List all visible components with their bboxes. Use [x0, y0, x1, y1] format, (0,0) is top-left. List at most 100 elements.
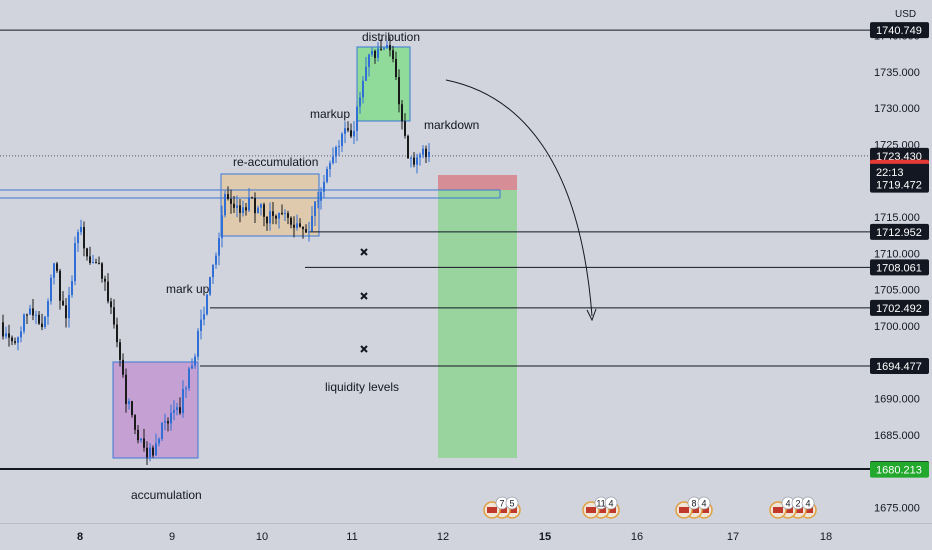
annotation-distribution: distribution: [362, 30, 420, 44]
candle-down: [239, 205, 241, 213]
candle-up: [74, 243, 76, 282]
candle-down: [98, 262, 100, 264]
candle-up: [422, 148, 424, 155]
x-tick-label: 16: [631, 531, 643, 543]
candle-up: [359, 97, 361, 107]
price-level-badge: [870, 299, 929, 316]
candle-up: [317, 200, 319, 202]
candle-up: [197, 330, 199, 357]
price-level-label: 1702.492: [876, 303, 922, 315]
annotation-markdown: markdown: [424, 118, 479, 132]
candle-down: [230, 198, 232, 204]
candle-up: [356, 106, 358, 131]
candle-down: [395, 58, 397, 78]
price-level-badge: [870, 22, 929, 39]
candle-up: [206, 294, 208, 315]
candle-down: [107, 281, 109, 302]
event-count-badge: [505, 496, 519, 510]
candle-up: [248, 197, 250, 211]
x-tick-label: 15: [539, 531, 551, 543]
candle-down: [272, 211, 274, 216]
candle-up: [308, 231, 310, 233]
candle-up: [53, 263, 55, 278]
candle-up: [161, 422, 163, 439]
candle-down: [62, 300, 64, 306]
candle-up: [410, 157, 412, 159]
candle-up: [209, 277, 211, 295]
price-level-badge: [870, 176, 929, 193]
candle-down: [32, 308, 34, 316]
candle-down: [347, 128, 349, 131]
candle-down: [425, 148, 427, 158]
candle-up: [326, 169, 328, 182]
candle-up: [149, 447, 151, 458]
event-count-label: 11: [596, 499, 605, 509]
candle-up: [20, 331, 22, 338]
candle-up: [323, 181, 325, 192]
candle-down: [281, 212, 283, 215]
candle-up: [44, 316, 46, 328]
candle-down: [263, 204, 265, 217]
annotation-markup-2: mark up: [166, 282, 210, 296]
flag-stripe-icon: [679, 507, 689, 513]
x-tick-label: 8: [77, 531, 83, 543]
candle-down: [122, 359, 124, 375]
candle-down: [41, 323, 43, 328]
candle-down: [104, 278, 106, 282]
candle-down: [266, 216, 268, 224]
event-count-label: 4: [608, 499, 613, 509]
candle-down: [245, 207, 247, 211]
candle-up: [368, 54, 370, 67]
y-tick-label: 1730.000: [874, 103, 920, 115]
candle-down: [380, 48, 382, 50]
candle-up: [260, 204, 262, 208]
candle-up: [68, 295, 70, 319]
candle-down: [398, 77, 400, 105]
candle-up: [341, 133, 343, 147]
candle-up: [353, 130, 355, 137]
candle-up: [242, 207, 244, 213]
price-level-label: 1708.061: [876, 262, 922, 274]
candle-up: [218, 238, 220, 256]
x-tick-label: 10: [256, 531, 268, 543]
candle-up: [158, 438, 160, 444]
candle-down: [56, 263, 58, 271]
candle-up: [182, 389, 184, 414]
candle-down: [299, 223, 301, 227]
event-count-badge: [801, 496, 815, 510]
event-count-label: 2: [795, 499, 800, 509]
event-count-label: 7: [499, 499, 504, 509]
x-tick-label: 9: [169, 531, 175, 543]
y-tick-label: 1690.000: [874, 394, 920, 406]
flag-stripe-icon: [689, 507, 699, 513]
candle-down: [401, 104, 403, 122]
candle-down: [392, 50, 394, 59]
candle-up: [320, 191, 322, 201]
candle-down: [59, 270, 61, 301]
candle-up: [155, 443, 157, 456]
liquidity-cross-marker: [360, 292, 368, 300]
y-tick-label: 1705.000: [874, 285, 920, 297]
candle-up: [164, 421, 166, 423]
candle-down: [26, 314, 28, 316]
candle-down: [305, 229, 307, 233]
flag-stripe-icon: [586, 507, 596, 513]
candle-down: [95, 262, 97, 264]
candle-up: [371, 50, 373, 55]
take-profit-zone: [438, 190, 517, 458]
candle-up: [200, 319, 202, 331]
countdown-badge: [870, 163, 929, 180]
price-level-badge: [870, 259, 929, 276]
candle-down: [413, 157, 415, 165]
candle-up: [332, 156, 334, 164]
event-count-label: 4: [701, 499, 706, 509]
candle-up: [92, 262, 94, 264]
candle-up: [140, 438, 142, 441]
candle-up: [224, 194, 226, 216]
candle-up: [377, 48, 379, 58]
candle-up: [185, 388, 187, 390]
candle-down: [350, 130, 352, 137]
candle-down: [119, 342, 121, 360]
